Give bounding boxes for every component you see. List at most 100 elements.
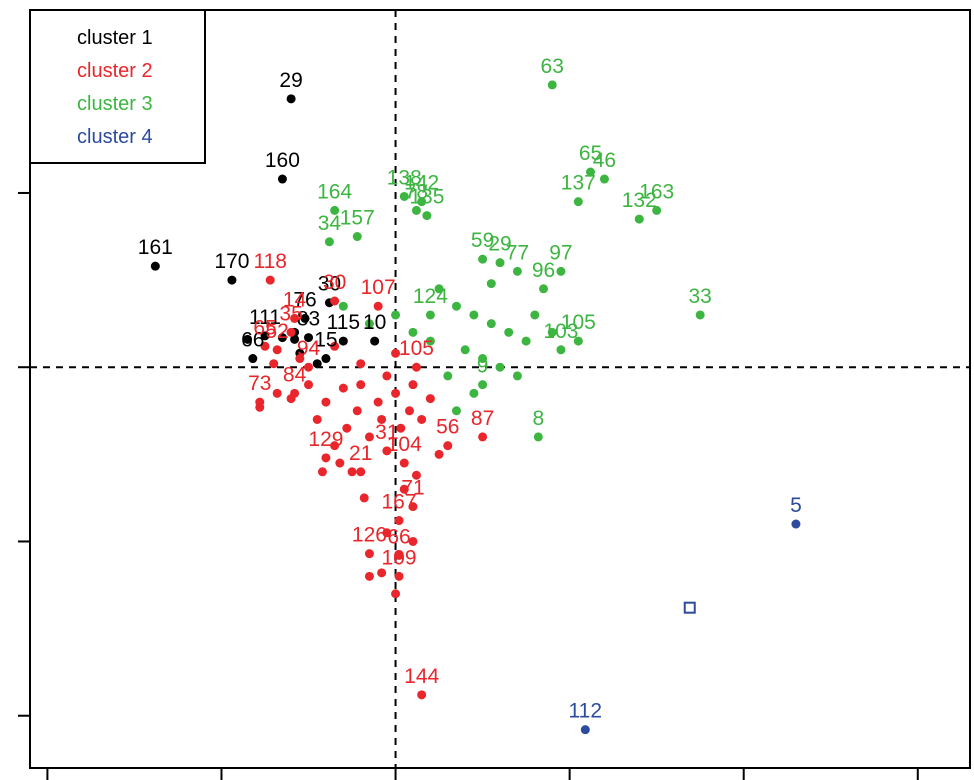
- data-point: [304, 333, 314, 343]
- data-point: [495, 258, 505, 268]
- point-label: 8: [532, 407, 544, 430]
- data-point: [391, 348, 401, 358]
- data-point: [539, 284, 549, 294]
- point-label: 34: [318, 212, 342, 235]
- point-label: 30: [318, 273, 341, 296]
- data-point: [399, 484, 409, 494]
- legend: cluster 1 cluster 2 cluster 3 cluster 4: [29, 9, 206, 164]
- point-label: 71: [401, 477, 424, 500]
- data-point: [478, 254, 488, 264]
- data-point: [277, 333, 287, 343]
- data-point: [791, 519, 801, 529]
- points-layer: [150, 80, 801, 735]
- data-point: [277, 174, 287, 184]
- data-point: [443, 441, 453, 451]
- data-point: [391, 310, 401, 320]
- data-point: [370, 336, 380, 346]
- data-point: [530, 310, 540, 320]
- data-point: [359, 493, 369, 503]
- data-point: [356, 359, 366, 369]
- data-point: [356, 380, 366, 390]
- data-point: [338, 301, 348, 311]
- legend-entry: cluster 1: [77, 27, 153, 49]
- data-point: [634, 214, 644, 224]
- point-label: 31: [375, 421, 398, 444]
- data-point: [290, 334, 300, 344]
- data-point: [352, 406, 362, 416]
- data-point: [373, 397, 383, 407]
- point-label: 33: [689, 285, 712, 308]
- point-label: 66: [241, 329, 264, 352]
- data-point: [399, 191, 409, 201]
- data-point: [411, 362, 421, 372]
- data-point: [227, 275, 237, 285]
- data-point: [286, 327, 296, 337]
- data-point: [469, 388, 479, 398]
- data-point: [269, 359, 279, 369]
- data-point: [300, 313, 310, 323]
- data-point: [272, 388, 282, 398]
- data-point: [556, 345, 566, 355]
- data-point: [547, 327, 557, 337]
- data-point: [460, 345, 470, 355]
- point-label: 107: [361, 276, 396, 299]
- data-point: [425, 336, 435, 346]
- data-point: [417, 197, 427, 207]
- point-label: 96: [532, 259, 555, 282]
- data-point: [377, 414, 387, 424]
- data-point: [469, 310, 479, 320]
- point-label: 126: [352, 524, 387, 547]
- point-label: 46: [593, 149, 616, 172]
- data-point: [338, 336, 348, 346]
- data-point: [347, 467, 357, 477]
- data-point: [495, 362, 505, 372]
- point-label: 65: [579, 142, 602, 165]
- data-point: [396, 423, 406, 433]
- data-point: [364, 549, 374, 559]
- data-point: [408, 380, 418, 390]
- data-point: [573, 336, 583, 346]
- data-point: [451, 406, 461, 416]
- point-label: 97: [549, 241, 572, 264]
- data-point: [312, 359, 322, 369]
- point-label: 132: [622, 189, 657, 212]
- data-point: [451, 301, 461, 311]
- point-label: 21: [349, 442, 372, 465]
- cluster-centroid-marker: [683, 601, 696, 614]
- legend-entry: cluster 2: [77, 60, 153, 82]
- data-point: [304, 362, 314, 372]
- point-label: 164: [317, 180, 352, 203]
- data-point: [290, 388, 300, 398]
- legend-box: [29, 9, 206, 164]
- point-label: 63: [541, 55, 564, 78]
- data-point: [411, 205, 421, 215]
- data-point: [382, 371, 392, 381]
- point-label: 29: [279, 69, 302, 92]
- data-point: [394, 571, 404, 581]
- data-point: [338, 383, 348, 393]
- data-point: [330, 341, 340, 351]
- data-point: [652, 205, 662, 215]
- data-point: [434, 284, 444, 294]
- data-point: [408, 327, 418, 337]
- point-label: 157: [340, 207, 375, 230]
- point-label: 129: [308, 428, 343, 451]
- legend-entry: cluster 3: [77, 93, 153, 115]
- data-point: [286, 94, 296, 104]
- point-label: 163: [639, 180, 674, 203]
- data-point: [342, 423, 352, 433]
- data-point: [425, 310, 435, 320]
- point-label: 135: [409, 186, 444, 209]
- data-point: [312, 414, 322, 424]
- data-point: [352, 232, 362, 242]
- point-label: 77: [506, 241, 529, 264]
- point-label: 14: [283, 288, 307, 311]
- point-label: 103: [543, 320, 578, 343]
- data-point: [377, 568, 387, 578]
- data-point: [417, 690, 427, 700]
- data-point: [382, 446, 392, 456]
- data-point: [404, 406, 414, 416]
- data-point: [391, 388, 401, 398]
- point-label: 66: [387, 525, 410, 548]
